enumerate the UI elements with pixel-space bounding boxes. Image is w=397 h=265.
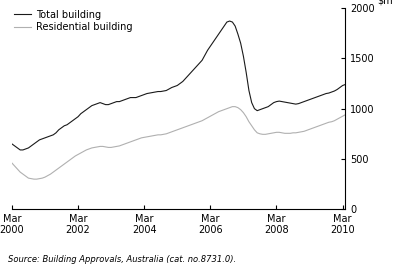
Legend: Total building, Residential building: Total building, Residential building: [14, 10, 133, 32]
Text: Source: Building Approvals, Australia (cat. no.8731.0).: Source: Building Approvals, Australia (c…: [8, 255, 236, 264]
Y-axis label: $m: $m: [378, 0, 393, 6]
